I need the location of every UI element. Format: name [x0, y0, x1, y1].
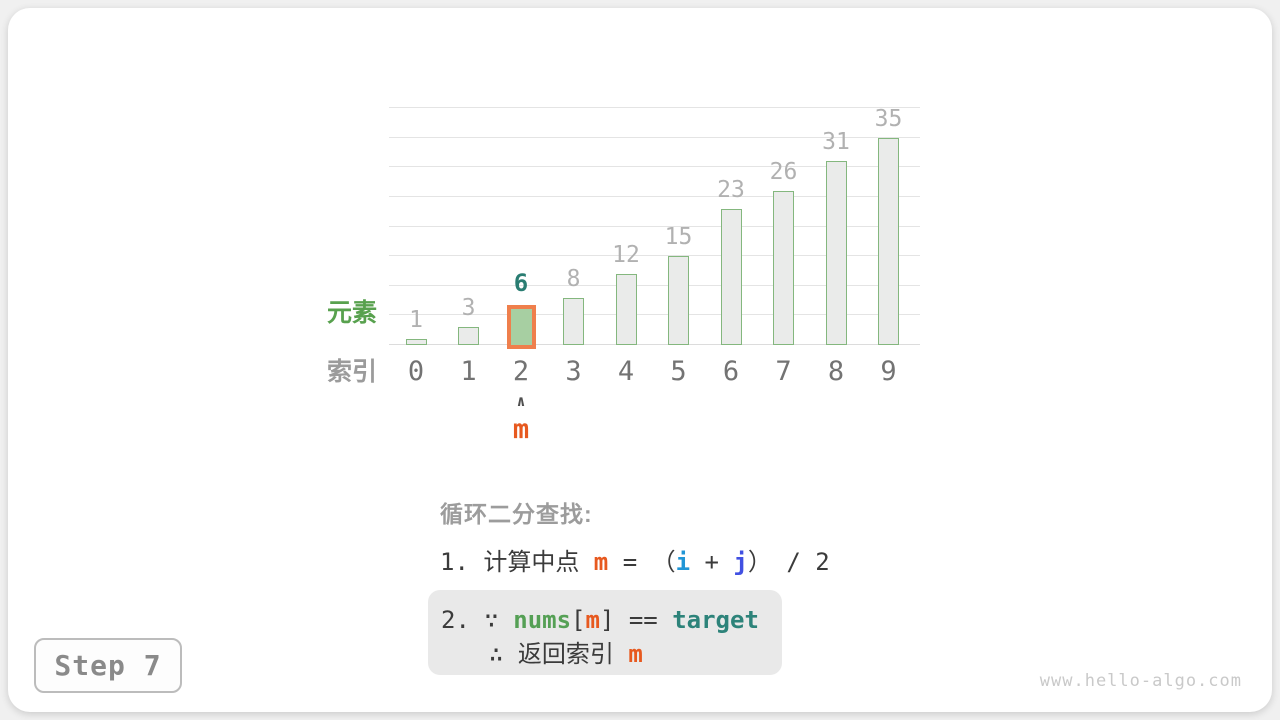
step-badge-label: Step 7	[54, 649, 162, 682]
value-label-6: 23	[717, 176, 745, 203]
gridline-30	[389, 166, 920, 168]
step1-prefix: 1. 计算中点	[440, 548, 594, 576]
step2-condition-line: 2. ∵ nums[m] == target	[441, 603, 782, 637]
value-label-8: 31	[822, 129, 850, 156]
gridline-40	[389, 107, 920, 108]
bar-highlighted-2	[506, 305, 536, 349]
gridline-20	[389, 225, 920, 227]
gridline-5	[389, 314, 920, 316]
value-label-4: 12	[612, 241, 640, 268]
gridline-15	[389, 255, 920, 257]
index-label-7: 7	[775, 356, 792, 387]
step1-eq: = （	[608, 548, 676, 576]
elements-row-label: 元素	[326, 299, 377, 327]
bar-6	[720, 208, 742, 345]
bar-3	[563, 297, 584, 345]
index-label-5: 5	[670, 356, 687, 387]
pointer-caret-icon: ∧	[516, 392, 526, 410]
step2-eq: ==	[614, 606, 673, 634]
index-row-label: 索引	[326, 358, 377, 386]
step1-formula: 1. 计算中点 m = （i + j） / 2	[440, 548, 830, 577]
var-m: m	[628, 640, 643, 668]
gridline-35	[389, 136, 920, 138]
value-label-1: 3	[461, 295, 476, 322]
bar-1	[458, 327, 479, 345]
value-label-9: 35	[874, 105, 903, 132]
var-nums: nums	[513, 606, 572, 634]
var-i: i	[675, 548, 691, 576]
watermark: www.hello-algo.com	[1039, 671, 1242, 691]
value-label-7: 26	[769, 158, 798, 185]
bar-8	[825, 161, 847, 345]
lbracket: [	[571, 606, 586, 634]
panel-heading: 循环二分查找:	[440, 501, 593, 527]
index-label-1: 1	[460, 356, 477, 387]
bar-7	[773, 190, 794, 345]
bar-4	[615, 273, 637, 345]
index-label-4: 4	[617, 356, 635, 387]
step-badge: Step 7	[34, 638, 182, 693]
gridline-0	[389, 344, 920, 345]
index-label-0: 0	[407, 356, 425, 387]
value-label-2: 6	[513, 269, 529, 298]
gridline-25	[389, 195, 920, 197]
var-m: m	[593, 548, 609, 576]
var-m: m	[585, 606, 600, 634]
pointer-m-label: m	[512, 414, 530, 445]
rbracket: ]	[599, 606, 615, 634]
bar-0	[405, 339, 427, 345]
chart-plot-area: 1 3 6 8 12 15 23 26 31 35	[389, 107, 920, 349]
gridline-10	[389, 284, 920, 286]
step2-prefix: 2. ∵	[441, 606, 514, 634]
value-label-3: 8	[566, 265, 581, 292]
value-label-5: 15	[664, 224, 693, 251]
step1-suffix: ） / 2	[747, 548, 830, 576]
var-j: j	[733, 548, 748, 576]
index-label-2: 2	[512, 356, 530, 387]
index-label-3: 3	[565, 356, 582, 387]
var-target: target	[672, 606, 759, 634]
step2-result-line: ∴ 返回索引 m	[489, 637, 782, 671]
step2b-prefix: ∴ 返回索引	[489, 640, 629, 668]
bar-5	[668, 256, 689, 345]
index-label-9: 9	[880, 356, 897, 387]
value-label-0: 1	[409, 307, 423, 334]
index-label-6: 6	[722, 356, 740, 387]
step2-highlight-box: 2. ∵ nums[m] == target ∴ 返回索引 m	[428, 590, 782, 675]
index-label-8: 8	[827, 356, 845, 387]
step1-plus: +	[690, 548, 734, 576]
bar-9	[878, 137, 899, 345]
